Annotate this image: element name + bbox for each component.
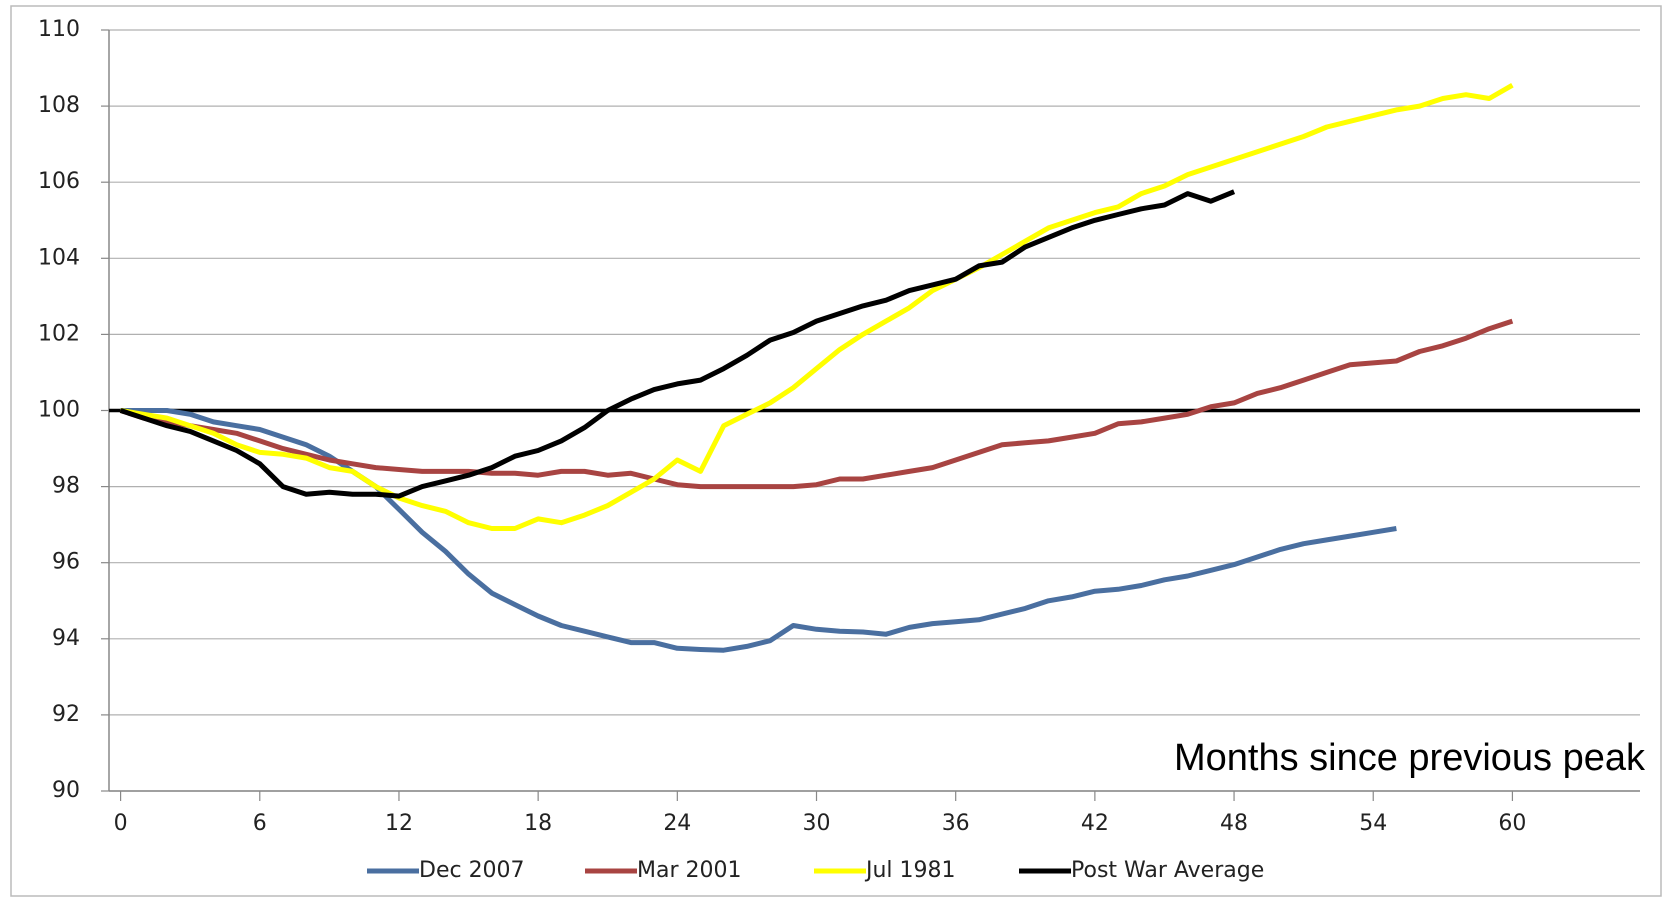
- x-tick-label: 18: [524, 811, 552, 836]
- legend-label: Mar 2001: [637, 858, 742, 883]
- legend-label: Post War Average: [1071, 858, 1264, 883]
- legend-item: Jul 1981: [814, 858, 956, 883]
- x-tick-label: 60: [1498, 811, 1526, 836]
- y-tick-label: 102: [38, 321, 80, 346]
- x-tick-label: 42: [1081, 811, 1109, 836]
- series-line: [120, 83, 1514, 531]
- x-tick-label: 24: [663, 811, 691, 836]
- x-tick-label: 30: [803, 811, 831, 836]
- x-tick-label: 6: [253, 811, 267, 836]
- x-tick-label: 0: [114, 811, 128, 836]
- y-tick-label: 106: [38, 169, 80, 194]
- legend-item: Mar 2001: [585, 858, 742, 883]
- x-tick-label: 54: [1359, 811, 1387, 836]
- x-tick-label: 12: [385, 811, 413, 836]
- legend-item: Dec 2007: [367, 858, 525, 883]
- x-axis-label: Months since previous peak: [1174, 737, 1646, 779]
- y-tick-label: 108: [38, 93, 80, 118]
- legend-label: Jul 1981: [864, 858, 956, 883]
- y-tick-label: 90: [52, 778, 80, 803]
- series-line: [120, 408, 1397, 653]
- x-tick-label: 36: [942, 811, 970, 836]
- y-tick-label: 110: [38, 17, 80, 42]
- y-tick-label: 94: [52, 626, 80, 651]
- y-tick-label: 104: [38, 245, 80, 270]
- y-tick-label: 92: [52, 702, 80, 727]
- chart-frame: [10, 5, 1662, 897]
- y-tick-label: 96: [52, 550, 80, 575]
- y-tick-label: 100: [38, 398, 80, 423]
- series-line: [119, 318, 1514, 490]
- x-tick-label: 48: [1220, 811, 1248, 836]
- y-tick-label: 98: [52, 474, 80, 499]
- series-line: [119, 189, 1236, 499]
- legend-item: Post War Average: [1019, 858, 1264, 883]
- legend-label: Dec 2007: [419, 858, 525, 883]
